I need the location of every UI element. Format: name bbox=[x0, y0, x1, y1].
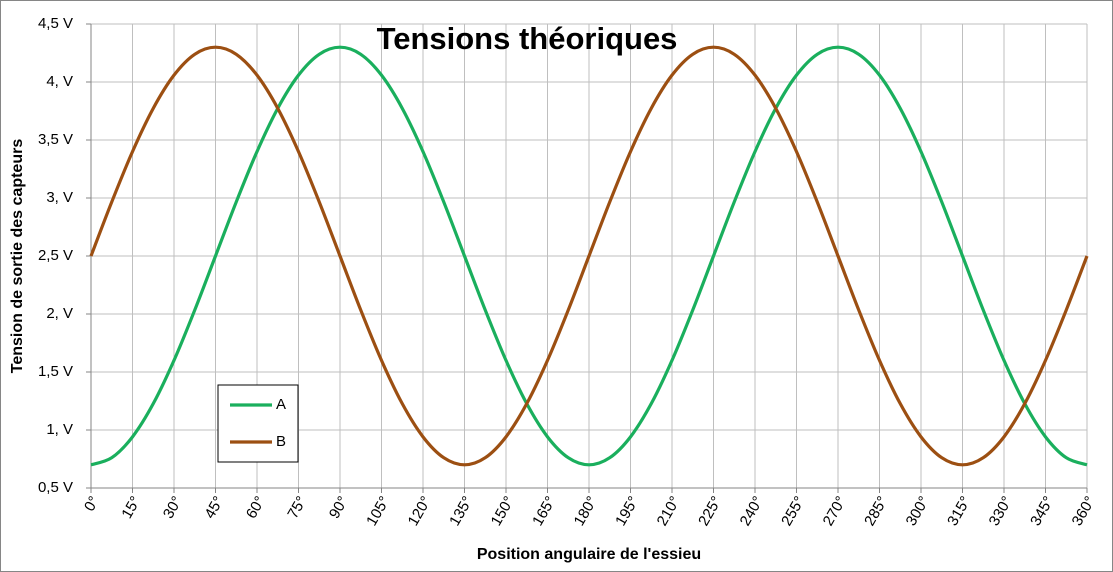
series-line bbox=[90, 45, 1088, 467]
y-tick-label: 4, V bbox=[46, 73, 73, 90]
chart-title: Tensions théoriques bbox=[377, 21, 678, 56]
y-axis-label: Tension de sortie des capteurs bbox=[9, 139, 26, 374]
y-tick-label: 3, V bbox=[46, 189, 73, 206]
y-tick-label: 2,5 V bbox=[38, 247, 73, 264]
y-tick-label: 0,5 V bbox=[38, 479, 73, 496]
y-tick-label: 1, V bbox=[46, 421, 73, 438]
legend-label: A bbox=[276, 396, 286, 413]
y-tick-label: 2, V bbox=[46, 305, 73, 322]
x-axis-label: Position angulaire de l'essieu bbox=[477, 546, 701, 563]
legend-box bbox=[217, 384, 299, 463]
y-tick-label: 3,5 V bbox=[38, 131, 73, 148]
series-line bbox=[89, 45, 1089, 467]
y-tick-label: 1,5 V bbox=[38, 363, 73, 380]
legend-label: B bbox=[276, 433, 286, 450]
y-tick-label: 4,5 V bbox=[38, 15, 73, 32]
